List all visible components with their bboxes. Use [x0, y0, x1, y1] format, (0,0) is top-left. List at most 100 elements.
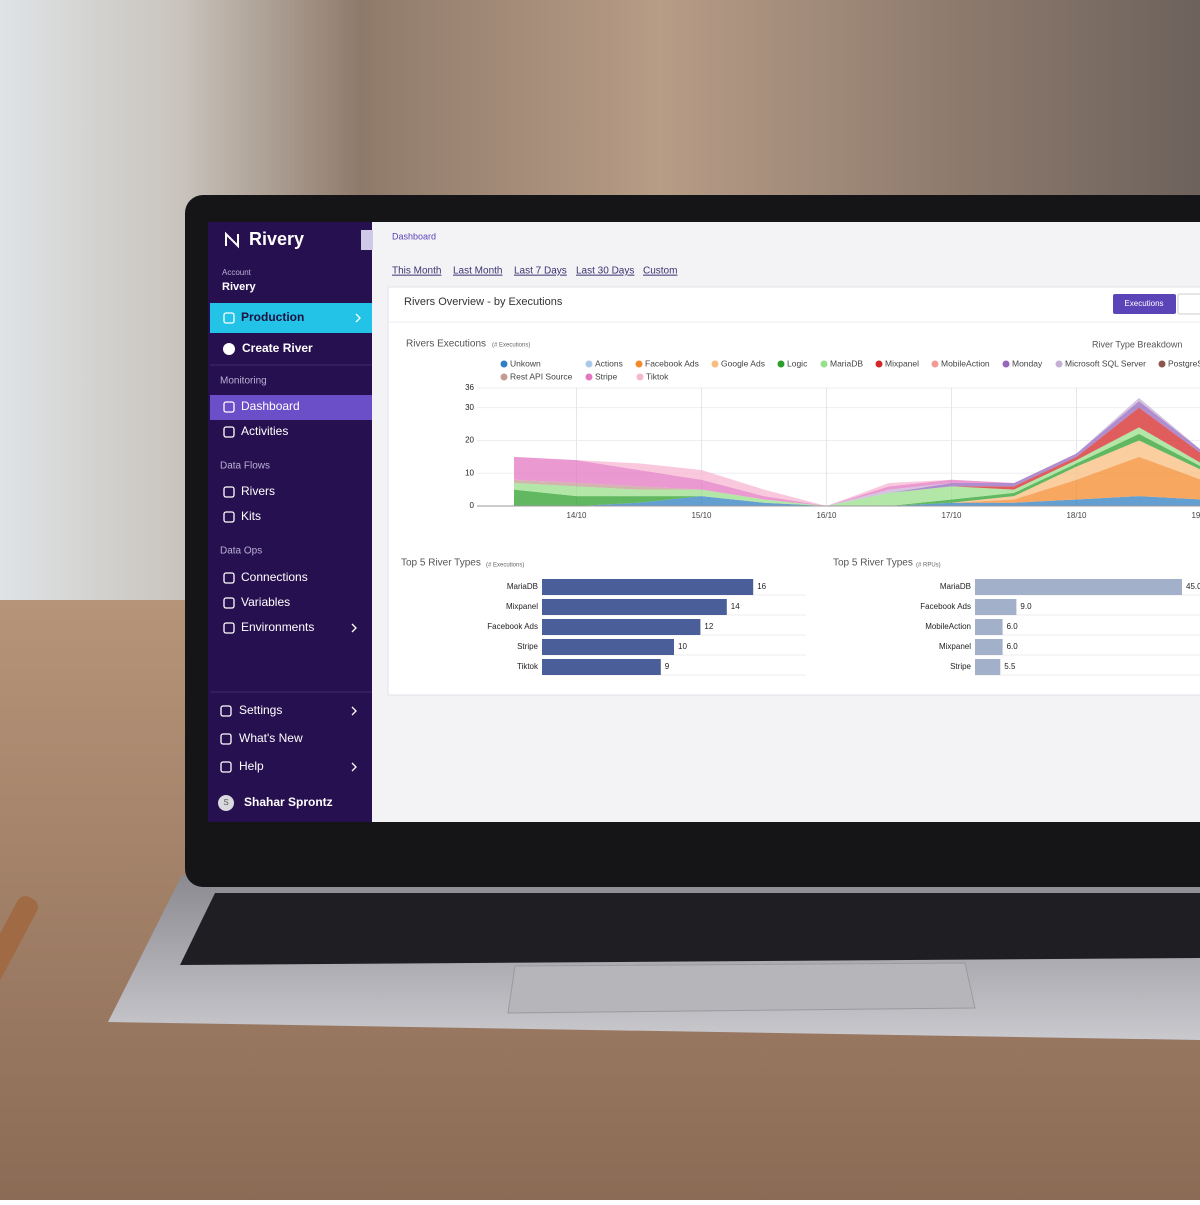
legend-label[interactable]: MariaDB	[830, 358, 863, 368]
range-link[interactable]: Last 30 Days	[576, 266, 634, 277]
bar-category: Facebook Ads	[487, 622, 538, 631]
range-link[interactable]: Last Month	[453, 266, 502, 277]
icon	[220, 761, 232, 773]
logo-icon	[225, 231, 239, 249]
legend-swatch	[711, 360, 719, 368]
bar[interactable]	[975, 639, 1003, 655]
area	[514, 456, 1200, 506]
chart-subtitle: (# Executions)	[492, 343, 530, 349]
account-label: Account	[222, 268, 252, 277]
environment-band[interactable]	[210, 303, 372, 333]
legend-label[interactable]: Google Ads	[721, 358, 765, 368]
chart-title: Top 5 River Types	[833, 558, 913, 569]
legend-label[interactable]: Microsoft SQL Server	[1065, 358, 1146, 368]
chart-title: Top 5 River Types	[401, 558, 481, 569]
nav-item[interactable]: Kits	[241, 509, 261, 523]
x-tick-label: 17/10	[941, 511, 962, 520]
toggle-button[interactable]	[1113, 294, 1176, 314]
breakdown-title: River Type Breakdown	[1092, 339, 1182, 349]
chart-subtitle: (# Executions)	[486, 563, 524, 569]
bar[interactable]	[542, 659, 661, 675]
bar-category: Mixpanel	[939, 642, 971, 651]
legend-label[interactable]: Rest API Source	[510, 371, 573, 381]
y-tick-label: 30	[465, 403, 474, 412]
bar[interactable]	[542, 599, 727, 615]
bar[interactable]	[975, 659, 1001, 675]
bar-value: 16	[757, 582, 766, 591]
legend-label[interactable]: Logic	[787, 358, 808, 368]
chevron	[355, 313, 361, 323]
nav-item[interactable]: Dashboard	[241, 399, 300, 413]
legend-label[interactable]: Tiktok	[646, 371, 669, 381]
area	[514, 433, 1200, 506]
bar-value: 5.5	[1004, 662, 1016, 671]
toggle-label[interactable]: Executions	[1124, 299, 1163, 308]
x-tick-label: 19/10	[1191, 511, 1200, 520]
toggle-button[interactable]	[1177, 293, 1200, 315]
legend-label[interactable]: PostgreSQL	[1168, 358, 1200, 368]
breadcrumb[interactable]: Dashboard	[392, 231, 436, 241]
bar-value: 10	[678, 642, 687, 651]
nav-item[interactable]: Environments	[241, 620, 314, 634]
create-river[interactable]: Create River	[242, 341, 313, 355]
user-name: Shahar Sprontz	[244, 795, 333, 809]
section-title: Data Flows	[220, 461, 270, 472]
bar[interactable]	[975, 599, 1017, 615]
legend-swatch	[636, 373, 644, 381]
bar[interactable]	[542, 639, 674, 655]
nav-item[interactable]: What's New	[239, 731, 303, 745]
bar-value: 14	[731, 602, 740, 611]
section-title: Data Ops	[220, 546, 262, 557]
area	[514, 397, 1200, 506]
nav-item[interactable]: Rivers	[241, 484, 275, 498]
bar[interactable]	[542, 619, 701, 635]
nav-item[interactable]: Connections	[241, 570, 308, 584]
legend-swatch	[777, 360, 785, 368]
legend-label[interactable]: Actions	[595, 358, 623, 368]
legend-label[interactable]: Monday	[1012, 358, 1043, 368]
keyboard	[180, 893, 1200, 965]
area	[514, 401, 1200, 506]
legend-label[interactable]: Unkown	[510, 358, 541, 368]
pen	[0, 896, 38, 985]
legend-swatch	[820, 360, 828, 368]
range-link[interactable]: This Month	[392, 266, 441, 277]
legend-label[interactable]: Stripe	[595, 371, 617, 381]
nav-item[interactable]: Help	[239, 759, 264, 773]
range-link[interactable]: Last 7 Days	[514, 266, 567, 277]
card-title: Rivers Overview - by Executions	[404, 296, 563, 308]
legend-label[interactable]: Facebook Ads	[645, 358, 699, 368]
bar-category: Stripe	[950, 662, 971, 671]
chart-title: Rivers Executions	[406, 339, 486, 350]
icon	[223, 622, 235, 634]
active-item[interactable]	[210, 395, 372, 420]
bar[interactable]	[975, 579, 1182, 595]
area	[514, 407, 1200, 506]
bar[interactable]	[975, 619, 1003, 635]
bar[interactable]	[542, 579, 754, 595]
area	[514, 496, 1200, 506]
nav-item[interactable]: Variables	[241, 595, 290, 609]
nav-item[interactable]: Settings	[239, 703, 282, 717]
x-tick-label: 16/10	[816, 511, 837, 520]
bar-category: Mixpanel	[506, 602, 538, 611]
nav-item[interactable]: Activities	[241, 424, 288, 438]
range-link[interactable]: Custom	[643, 266, 677, 277]
icon	[223, 511, 235, 523]
legend-swatch	[1002, 360, 1010, 368]
bar-category: MariaDB	[507, 582, 538, 591]
bar-value: 9.0	[1020, 602, 1032, 611]
legend-swatch	[1158, 360, 1166, 368]
y-tick-label: 0	[470, 501, 475, 510]
environment[interactable]: Production	[241, 310, 304, 324]
legend-swatch	[1055, 360, 1063, 368]
bar-value: 6.0	[1007, 642, 1019, 651]
x-tick-label: 14/10	[566, 511, 587, 520]
legend-label[interactable]: MobileAction	[941, 358, 990, 368]
account-name: Rivery	[222, 281, 257, 293]
collapse-button[interactable]	[361, 230, 373, 250]
trackpad	[507, 962, 976, 1014]
legend-label[interactable]: Mixpanel	[885, 358, 919, 368]
chevron	[351, 706, 357, 716]
